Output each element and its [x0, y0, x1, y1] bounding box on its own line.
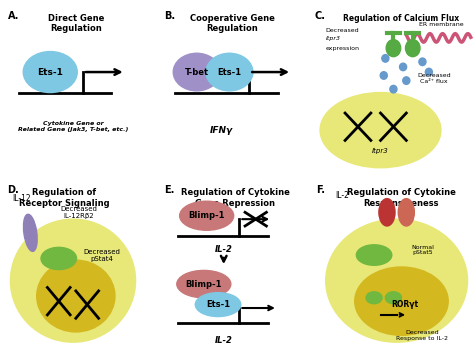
Text: Decreased
Ca²⁺ flux: Decreased Ca²⁺ flux — [417, 73, 450, 84]
Text: Decreased: Decreased — [326, 28, 359, 38]
Ellipse shape — [320, 93, 441, 168]
Circle shape — [425, 68, 432, 76]
Text: Regulation of Calcium Flux: Regulation of Calcium Flux — [344, 14, 459, 23]
Text: Regulation of Cytokine
Gene Repression: Regulation of Cytokine Gene Repression — [181, 188, 290, 208]
Text: T-bet: T-bet — [185, 68, 209, 77]
Text: IL-2: IL-2 — [215, 245, 233, 255]
Ellipse shape — [180, 201, 234, 230]
Ellipse shape — [366, 292, 382, 304]
Text: Blimp-1: Blimp-1 — [188, 211, 225, 220]
Text: Itpr3: Itpr3 — [326, 36, 341, 41]
Text: Decreased
IL-12Rβ2: Decreased IL-12Rβ2 — [60, 206, 97, 219]
Ellipse shape — [398, 199, 414, 226]
Text: Ets-1: Ets-1 — [206, 300, 230, 309]
Ellipse shape — [355, 267, 448, 335]
Text: C.: C. — [314, 11, 326, 21]
Text: Regulation of
Receptor Signaling: Regulation of Receptor Signaling — [19, 188, 110, 208]
Text: B.: B. — [164, 11, 175, 21]
Ellipse shape — [326, 219, 467, 342]
Text: D.: D. — [8, 185, 19, 195]
Ellipse shape — [356, 245, 392, 265]
Text: IL-2: IL-2 — [335, 191, 349, 200]
Ellipse shape — [36, 260, 115, 332]
Text: Cytokine Gene or
Related Gene (Jak3, T-bet, etc.): Cytokine Gene or Related Gene (Jak3, T-b… — [18, 121, 128, 132]
Circle shape — [403, 77, 410, 84]
Text: IFNγ: IFNγ — [210, 126, 232, 135]
Text: IL-12: IL-12 — [12, 194, 31, 203]
Text: E.: E. — [164, 185, 174, 195]
Text: Itpr3: Itpr3 — [372, 148, 389, 154]
Text: Decreased
pStat4: Decreased pStat4 — [83, 248, 120, 262]
Ellipse shape — [10, 219, 136, 342]
Text: Ets-1: Ets-1 — [218, 68, 241, 77]
Circle shape — [419, 58, 426, 66]
Ellipse shape — [405, 40, 420, 57]
Ellipse shape — [41, 247, 76, 269]
Ellipse shape — [177, 271, 231, 298]
Text: A.: A. — [8, 11, 19, 21]
Ellipse shape — [24, 214, 37, 251]
Text: Blimp-1: Blimp-1 — [185, 279, 222, 289]
Text: Ets-1: Ets-1 — [37, 68, 63, 77]
Ellipse shape — [379, 199, 395, 226]
Text: F.: F. — [316, 185, 325, 195]
Text: Decreased
Response to IL-2: Decreased Response to IL-2 — [396, 330, 448, 341]
Text: ER membrane: ER membrane — [419, 22, 464, 27]
Circle shape — [382, 54, 389, 62]
Text: IL-2: IL-2 — [215, 336, 233, 345]
Text: Direct Gene
Regulation: Direct Gene Regulation — [48, 14, 104, 33]
Text: Regulation of Cytokine
Responsiveness: Regulation of Cytokine Responsiveness — [347, 188, 456, 208]
Circle shape — [390, 85, 397, 93]
Ellipse shape — [386, 40, 401, 57]
Ellipse shape — [195, 293, 241, 316]
Circle shape — [400, 63, 407, 71]
Ellipse shape — [173, 53, 220, 91]
Ellipse shape — [206, 53, 253, 91]
Text: RORγt: RORγt — [391, 300, 418, 309]
Text: expression: expression — [326, 46, 360, 51]
Text: Cooperative Gene
Regulation: Cooperative Gene Regulation — [190, 14, 275, 33]
Text: Normal
pStat5: Normal pStat5 — [411, 245, 434, 255]
Ellipse shape — [23, 52, 77, 93]
Circle shape — [380, 72, 387, 79]
Ellipse shape — [385, 292, 401, 304]
